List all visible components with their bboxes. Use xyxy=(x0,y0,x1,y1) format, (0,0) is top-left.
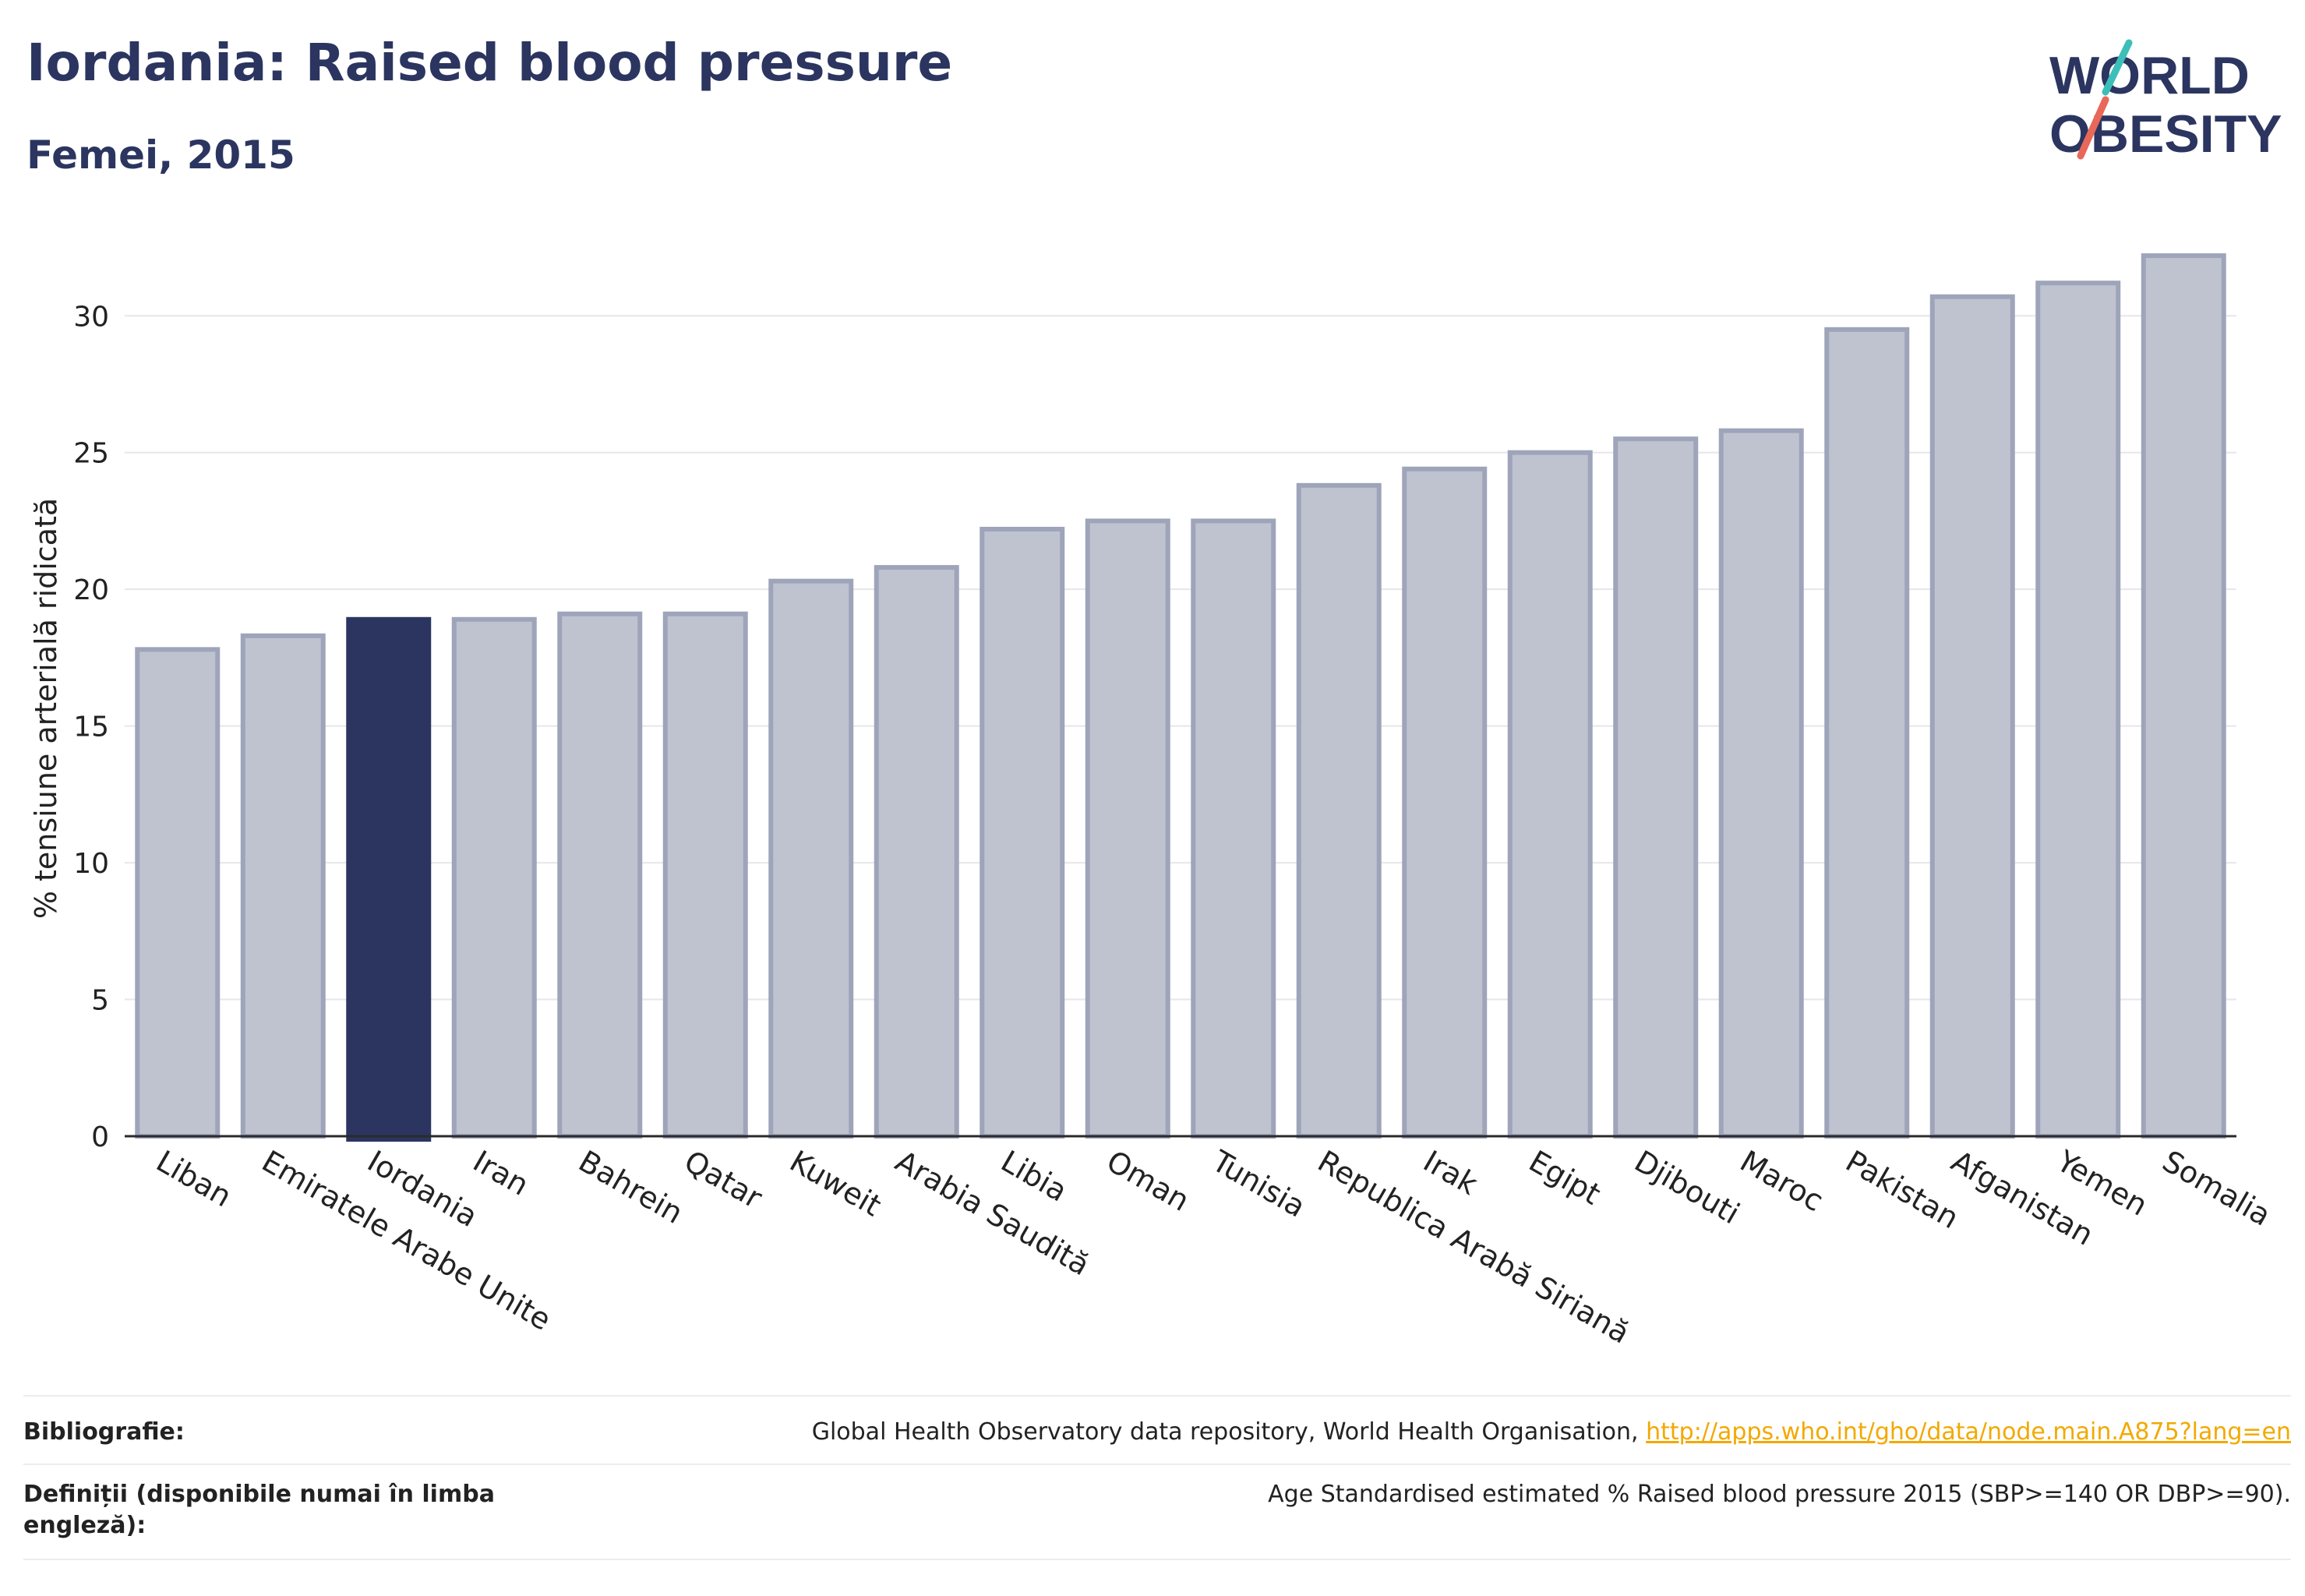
x-tick-label: Arabia Saudită xyxy=(890,1144,1096,1283)
bibliography-value: Global Health Observatory data repositor… xyxy=(812,1417,2291,1448)
grid-lines xyxy=(125,315,2236,1001)
y-tick-label: 30 xyxy=(73,301,109,333)
bar-egipt[interactable] xyxy=(1507,450,1593,1139)
y-tick-label: 25 xyxy=(73,438,109,470)
bar-iran[interactable] xyxy=(451,616,537,1139)
footer-divider-bottom xyxy=(23,1559,2291,1560)
bar-yemen[interactable] xyxy=(2035,281,2121,1139)
bar-pakistan[interactable] xyxy=(1824,327,1910,1139)
x-tick-label: Qatar xyxy=(679,1144,768,1216)
bar-arabia-saudită[interactable] xyxy=(874,565,959,1139)
footer-divider-top xyxy=(23,1395,2291,1396)
bar-libia[interactable] xyxy=(980,526,1065,1139)
bar-kuweit[interactable] xyxy=(768,578,854,1139)
page-title: Iordania: Raised blood pressure xyxy=(26,33,953,93)
bibliography-text: Global Health Observatory data repositor… xyxy=(811,1418,1639,1446)
x-tick-label: Tunisia xyxy=(1205,1143,1311,1224)
bar-djibouti[interactable] xyxy=(1613,436,1699,1139)
y-axis-label: % tensiune arterială ridicată xyxy=(29,498,63,919)
bar-liban[interactable] xyxy=(135,647,221,1139)
y-tick-label: 5 xyxy=(91,985,109,1017)
bibliography-link[interactable]: http://apps.who.int/gho/data/node.main.A… xyxy=(1646,1418,2291,1446)
y-tick-label: 0 xyxy=(91,1121,109,1153)
page-subtitle: Femei, 2015 xyxy=(26,132,295,178)
x-tick-label: Bahrein xyxy=(573,1144,689,1231)
x-tick-label: Liban xyxy=(150,1144,237,1214)
x-tick-label: Oman xyxy=(1101,1144,1195,1218)
y-tick-label: 15 xyxy=(73,711,109,743)
x-tick-label: Djibouti xyxy=(1629,1144,1746,1231)
bar-tunisia[interactable] xyxy=(1191,518,1276,1139)
bar-republica-arabă-siriană[interactable] xyxy=(1296,482,1382,1139)
bar-emiratele-arabe-unite[interactable] xyxy=(240,633,326,1139)
definitions-label: Definiții (disponibile numai în limba en… xyxy=(23,1481,495,1539)
bar-maroc[interactable] xyxy=(1718,428,1804,1139)
x-tick-label: Libia xyxy=(995,1144,1073,1209)
y-tick-label: 10 xyxy=(73,848,109,880)
definitions-row: Definiții (disponibile numai în limba en… xyxy=(23,1479,2291,1541)
bar-somalia[interactable] xyxy=(2141,253,2226,1139)
x-tick-label: Pakistan xyxy=(1840,1144,1964,1236)
x-tick-label: Kuweit xyxy=(784,1144,887,1223)
x-tick-label: Irak xyxy=(1417,1144,1483,1202)
bibliography-row: Bibliografie: Global Health Observatory … xyxy=(23,1417,2291,1448)
x-tick-label: Egipt xyxy=(1523,1144,1607,1212)
bars xyxy=(135,253,2226,1142)
bar-bahrein[interactable] xyxy=(557,611,643,1139)
y-axis-ticks: 0 5 10 15 20 25 30 xyxy=(73,301,109,1153)
world-obesity-logo: WORLD OBESITY xyxy=(2049,39,2282,164)
x-tick-label: Maroc xyxy=(1735,1144,1830,1219)
footer-divider-middle xyxy=(23,1464,2291,1465)
definitions-value: Age Standardised estimated % Raised bloo… xyxy=(1268,1481,2291,1508)
bar-afganistan[interactable] xyxy=(1929,294,2015,1139)
bar-iordania[interactable] xyxy=(346,616,432,1142)
bibliography-label: Bibliografie: xyxy=(23,1418,185,1446)
x-tick-label: Somalia xyxy=(2157,1144,2277,1233)
x-tick-label: Iran xyxy=(468,1144,535,1202)
bar-irak[interactable] xyxy=(1402,466,1488,1139)
y-tick-label: 20 xyxy=(73,574,109,606)
logo-line1: WORLD xyxy=(2049,46,2250,105)
bar-oman[interactable] xyxy=(1085,518,1170,1139)
bar-chart: 0 5 10 15 20 25 30 Liban Emiratele Arabe UniteI… xyxy=(29,253,2276,1351)
bar-qatar[interactable] xyxy=(662,611,748,1139)
